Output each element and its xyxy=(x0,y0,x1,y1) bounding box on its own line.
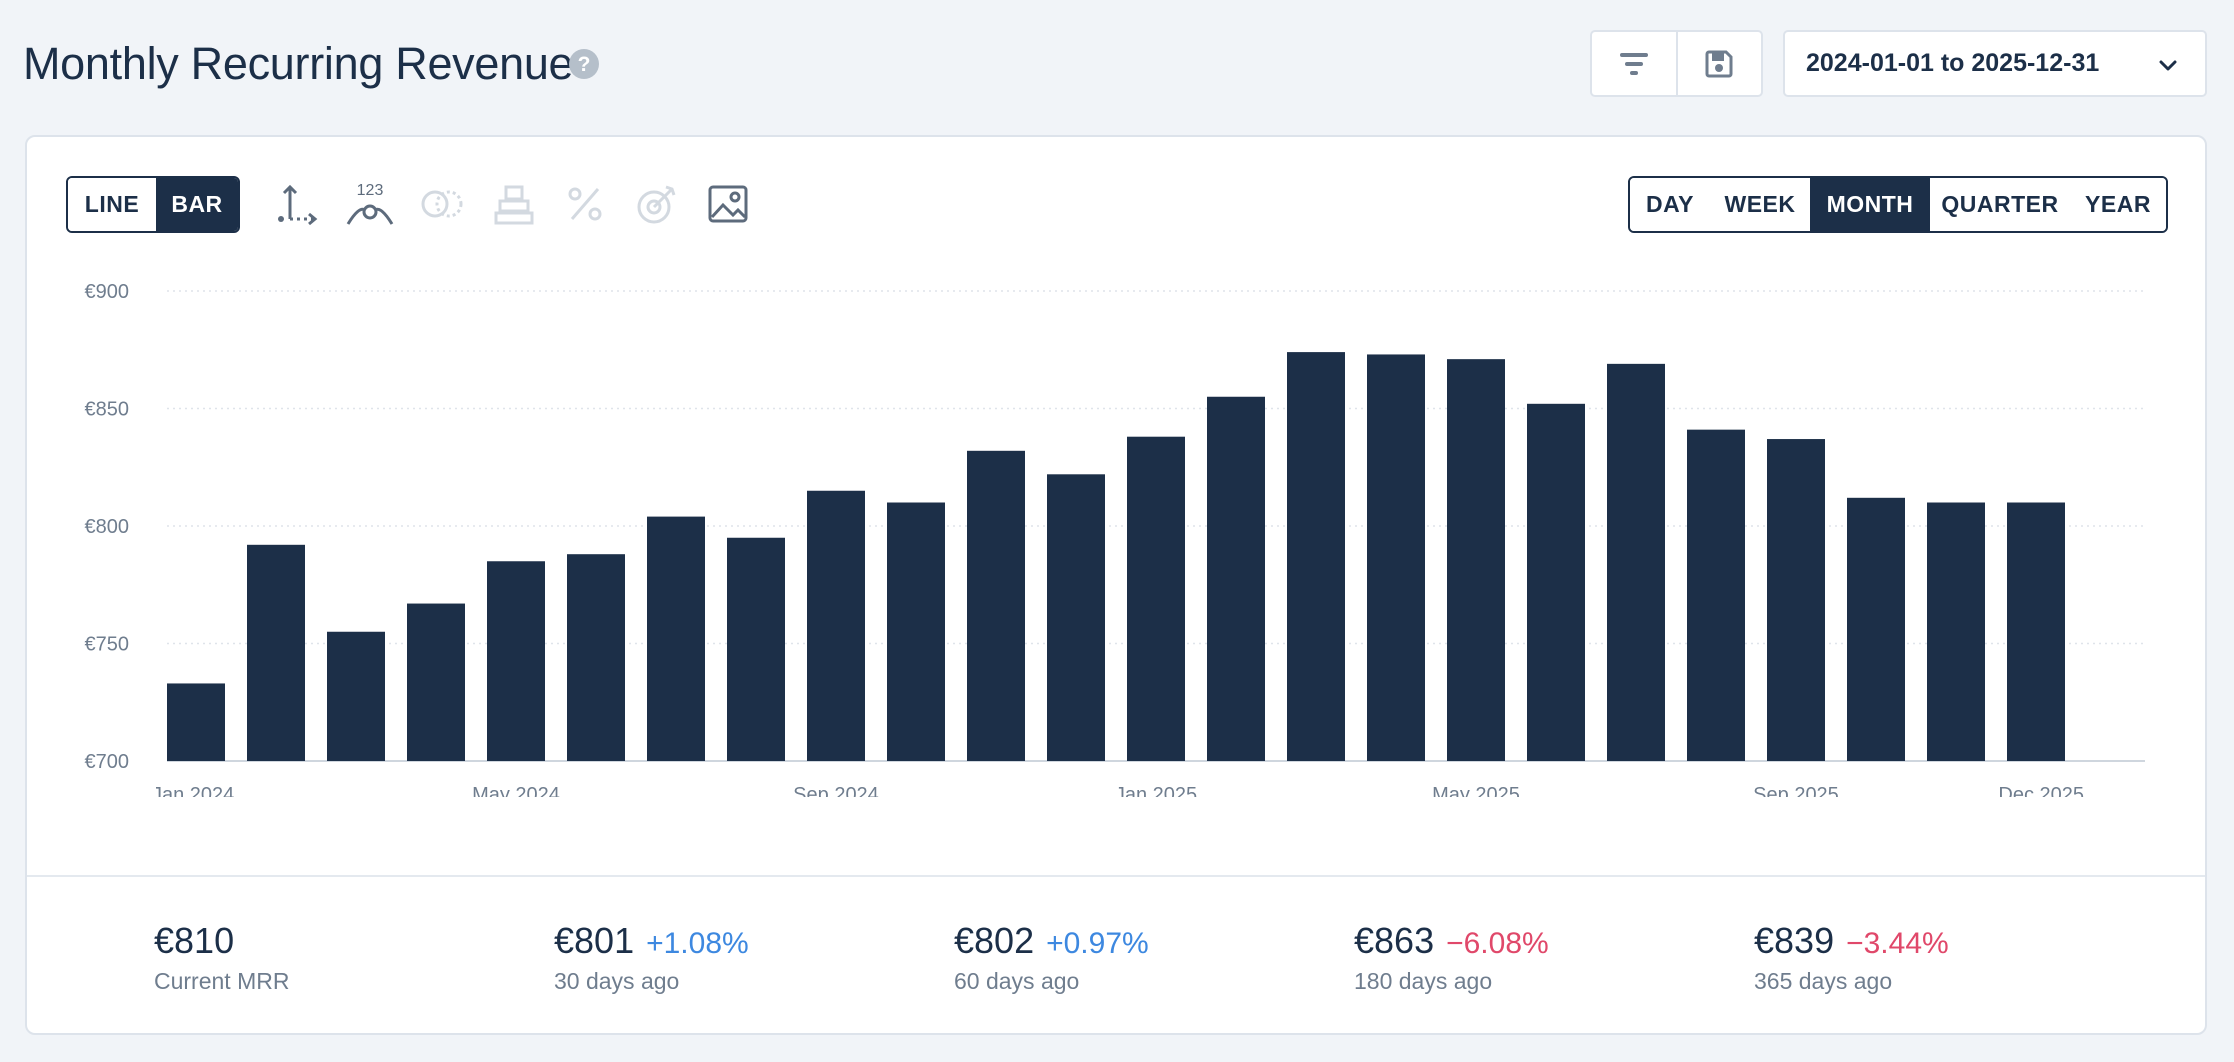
bar-mar-2025 xyxy=(1287,352,1345,761)
save-button[interactable] xyxy=(1675,32,1762,95)
bar-apr-2025 xyxy=(1367,354,1425,761)
stat-3: €863 −6.08% 180 days ago xyxy=(1354,920,1549,995)
x-tick-label: Sep 2024 xyxy=(793,784,879,797)
chevron-down-icon xyxy=(2159,60,2177,71)
x-axis: Jan 2024 May 2024 Sep 2024 Jan 2025 May 2025… xyxy=(152,784,2084,797)
bar-mar-2024 xyxy=(327,631,385,761)
stat-label: 180 days ago xyxy=(1354,968,1493,994)
bar-sep-2025 xyxy=(1767,439,1825,761)
bar-nov-2024 xyxy=(967,450,1025,761)
bar-dec-2024 xyxy=(1047,474,1105,761)
date-range-value: 2024-01-01 to 2025-12-31 xyxy=(1806,49,2100,77)
bar-jan-2025 xyxy=(1127,436,1185,761)
bar-oct-2024 xyxy=(887,502,945,761)
data-labels-icon[interactable]: 123 xyxy=(345,179,395,229)
stat-4: €839 −3.44% 365 days ago xyxy=(1754,920,1949,995)
stat-value: €839 xyxy=(1754,920,1835,961)
x-tick-label: May 2025 xyxy=(1432,784,1520,797)
bar-feb-2025 xyxy=(1207,396,1265,761)
bar-may-2025 xyxy=(1447,359,1505,761)
stat-2: €802 +0.97% 60 days ago xyxy=(954,920,1149,995)
stat-value: €863 xyxy=(1354,920,1435,961)
page-header: Monthly Recurring Revenue ? 2024-01-01 t… xyxy=(0,0,2234,130)
filter-icon xyxy=(1619,52,1648,75)
axis-icon[interactable] xyxy=(274,179,324,229)
page-title: Monthly Recurring Revenue xyxy=(23,38,574,89)
period-day-button[interactable]: DAY xyxy=(1630,178,1710,231)
bar-jul-2025 xyxy=(1607,363,1665,761)
svg-text:?: ? xyxy=(578,53,591,76)
stat-label: 365 days ago xyxy=(1754,968,1893,994)
chart-type-line-button[interactable]: LINE xyxy=(68,178,156,231)
x-tick-label: May 2024 xyxy=(472,784,560,797)
bar-sep-2024 xyxy=(807,490,865,761)
bar-jul-2024 xyxy=(647,516,705,761)
y-tick-label: €750 xyxy=(85,634,130,656)
stat-label: 60 days ago xyxy=(954,968,1080,994)
stat-value: €801 xyxy=(554,920,635,961)
x-tick-label: Jan 2025 xyxy=(1115,784,1197,797)
percent-icon xyxy=(568,187,602,221)
stats-divider xyxy=(27,875,2205,877)
stat-value: €810 xyxy=(154,920,235,961)
goal-icon xyxy=(637,185,676,224)
y-tick-label: €800 xyxy=(85,516,130,538)
period-month-button[interactable]: MONTH xyxy=(1810,178,1930,231)
bar-oct-2025 xyxy=(1847,497,1905,761)
y-tick-label: €850 xyxy=(85,399,130,421)
y-tick-label: €900 xyxy=(85,281,130,303)
stat-label: Current MRR xyxy=(154,968,290,994)
stat-label: 30 days ago xyxy=(554,968,680,994)
y-tick-label: €700 xyxy=(85,751,130,773)
date-range-select[interactable]: 2024-01-01 to 2025-12-31 xyxy=(1783,30,2207,97)
stat-change: +1.08% xyxy=(646,927,749,960)
stat-value: €802 xyxy=(954,920,1035,961)
chart-bars xyxy=(167,352,2065,761)
stack-icon xyxy=(494,185,534,225)
bar-feb-2024 xyxy=(247,544,305,761)
filter-button[interactable] xyxy=(1592,32,1676,95)
stat-change: +0.97% xyxy=(1046,927,1149,960)
period-year-button[interactable]: YEAR xyxy=(2070,178,2166,231)
compare-icon xyxy=(421,190,463,218)
period-toggle: DAY WEEK MONTH QUARTER YEAR xyxy=(1628,176,2168,233)
bar-nov-2025 xyxy=(1927,502,1985,761)
bar-aug-2024 xyxy=(727,537,785,761)
x-tick-label: Sep 2025 xyxy=(1753,784,1839,797)
help-icon[interactable]: ? xyxy=(568,48,600,80)
x-tick-label: Dec 2025 xyxy=(1998,784,2084,797)
bar-aug-2025 xyxy=(1687,429,1745,761)
bar-dec-2025 xyxy=(2007,502,2065,761)
chart-card: LINE BAR 123 DAY WEEK xyxy=(25,135,2207,1035)
stat-change: −6.08% xyxy=(1446,927,1549,960)
x-tick-label: Jan 2024 xyxy=(152,784,234,797)
stat-change: −3.44% xyxy=(1846,927,1949,960)
bar-jan-2024 xyxy=(167,683,225,761)
save-icon xyxy=(1705,50,1733,77)
image-icon[interactable] xyxy=(703,179,753,229)
stat-1: €801 +1.08% 30 days ago xyxy=(554,920,749,995)
period-week-button[interactable]: WEEK xyxy=(1710,178,1810,231)
mrr-bar-chart: €700 €750 €800 €850 €900 Jan 2024 May 2024 Sep… xyxy=(85,281,2145,797)
stat-0: €810 Current MRR xyxy=(154,920,289,995)
bar-apr-2024 xyxy=(407,603,465,761)
chart-type-toggle: LINE BAR xyxy=(66,176,240,233)
y-axis: €700 €750 €800 €850 €900 xyxy=(85,281,130,773)
bar-jun-2024 xyxy=(567,554,625,761)
bar-jun-2025 xyxy=(1527,403,1585,761)
bar-may-2024 xyxy=(487,561,545,761)
chart-tools xyxy=(1590,30,1763,97)
chart-type-bar-button[interactable]: BAR xyxy=(156,178,238,231)
svg-text:123: 123 xyxy=(357,182,384,199)
period-quarter-button[interactable]: QUARTER xyxy=(1930,178,2070,231)
